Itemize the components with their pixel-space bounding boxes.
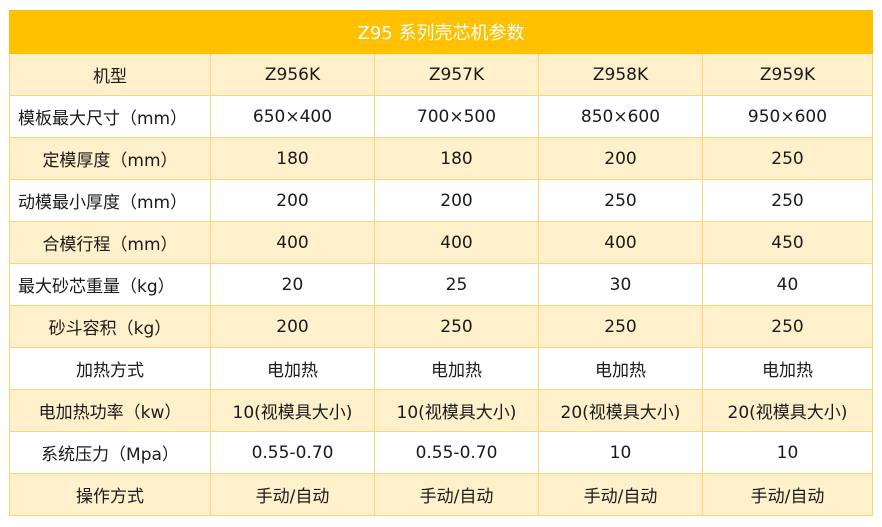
value-cell: 手动/自动: [374, 473, 539, 516]
row-label: 最大砂芯重量（kg）: [9, 263, 211, 306]
table-title: Z95 系列壳芯机参数: [9, 10, 873, 54]
value-cell: 10: [702, 431, 873, 474]
row-label: 砂斗容积（kg）: [9, 305, 211, 348]
value-cell: 40: [702, 263, 873, 306]
value-cell: 250: [702, 137, 873, 180]
row-label: 电加热功率（kw）: [9, 389, 211, 432]
row-label: 加热方式: [9, 347, 211, 390]
value-cell: 20: [210, 263, 375, 306]
value-cell: 950×600: [702, 95, 873, 138]
value-cell: 电加热: [702, 347, 873, 390]
value-cell: 400: [374, 221, 539, 264]
row-label: 操作方式: [9, 473, 211, 516]
spec-table: Z95 系列壳芯机参数 机型 Z956K Z957K Z958K Z959K 模…: [9, 10, 873, 516]
value-cell: 650×400: [210, 95, 375, 138]
table-row: 加热方式 电加热 电加热 电加热 电加热: [9, 347, 873, 390]
value-cell: 700×500: [374, 95, 539, 138]
model-cell: Z959K: [702, 53, 873, 96]
value-cell: 200: [538, 137, 703, 180]
table-row: 砂斗容积（kg） 200 250 250 250: [9, 305, 873, 348]
value-cell: 手动/自动: [702, 473, 873, 516]
table-row: 最大砂芯重量（kg） 20 25 30 40: [9, 263, 873, 306]
table-row: 合模行程（mm） 400 400 400 450: [9, 221, 873, 264]
value-cell: 180: [374, 137, 539, 180]
model-cell: Z957K: [374, 53, 539, 96]
value-cell: 250: [374, 305, 539, 348]
value-cell: 手动/自动: [210, 473, 375, 516]
value-cell: 850×600: [538, 95, 703, 138]
value-cell: 电加热: [538, 347, 703, 390]
row-label: 定模厚度（mm）: [9, 137, 211, 180]
value-cell: 250: [702, 179, 873, 222]
table-row: 电加热功率（kw） 10(视模具大小) 10(视模具大小) 20(视模具大小) …: [9, 389, 873, 432]
value-cell: 20(视模具大小): [538, 389, 703, 432]
value-cell: 25: [374, 263, 539, 306]
value-cell: 400: [210, 221, 375, 264]
value-cell: 400: [538, 221, 703, 264]
row-label: 合模行程（mm）: [9, 221, 211, 264]
value-cell: 250: [702, 305, 873, 348]
value-cell: 10: [538, 431, 703, 474]
table-row: 模板最大尺寸（mm） 650×400 700×500 850×600 950×6…: [9, 95, 873, 138]
value-cell: 电加热: [374, 347, 539, 390]
header-label: 机型: [9, 53, 211, 96]
model-cell: Z958K: [538, 53, 703, 96]
table-row: 系统压力（Mpa） 0.55-0.70 0.55-0.70 10 10: [9, 431, 873, 474]
value-cell: 电加热: [210, 347, 375, 390]
row-label: 系统压力（Mpa）: [9, 431, 211, 474]
header-row: 机型 Z956K Z957K Z958K Z959K: [9, 53, 873, 96]
row-label: 模板最大尺寸（mm）: [9, 95, 211, 138]
value-cell: 10(视模具大小): [374, 389, 539, 432]
title-row: Z95 系列壳芯机参数: [9, 10, 873, 54]
value-cell: 10(视模具大小): [210, 389, 375, 432]
value-cell: 200: [210, 305, 375, 348]
value-cell: 20(视模具大小): [702, 389, 873, 432]
table-row: 定模厚度（mm） 180 180 200 250: [9, 137, 873, 180]
model-cell: Z956K: [210, 53, 375, 96]
value-cell: 180: [210, 137, 375, 180]
value-cell: 手动/自动: [538, 473, 703, 516]
value-cell: 0.55-0.70: [210, 431, 375, 474]
value-cell: 250: [538, 179, 703, 222]
row-label: 动模最小厚度（mm）: [9, 179, 211, 222]
value-cell: 200: [210, 179, 375, 222]
table-row: 动模最小厚度（mm） 200 200 250 250: [9, 179, 873, 222]
value-cell: 200: [374, 179, 539, 222]
value-cell: 0.55-0.70: [374, 431, 539, 474]
value-cell: 30: [538, 263, 703, 306]
table-row: 操作方式 手动/自动 手动/自动 手动/自动 手动/自动: [9, 473, 873, 516]
value-cell: 250: [538, 305, 703, 348]
value-cell: 450: [702, 221, 873, 264]
